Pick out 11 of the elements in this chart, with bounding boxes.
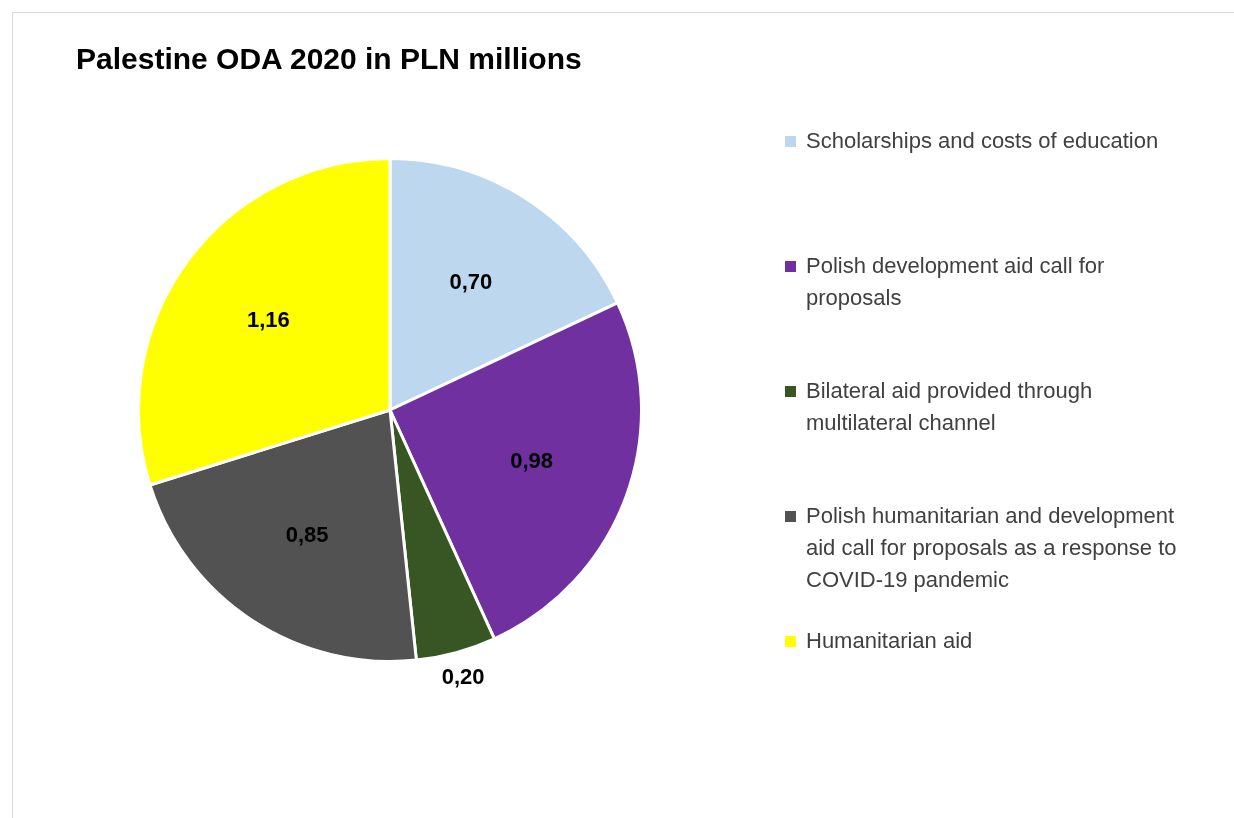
data-label: 1,16	[247, 306, 290, 332]
legend-label: Polish humanitarian and development aid call for proposals as a response to COVID-19 pandemic	[806, 502, 1178, 594]
chart-title: Palestine ODA 2020 in PLN millions	[76, 42, 582, 76]
legend-label: Polish development aid call for proposals	[806, 252, 1106, 312]
data-label: 0,98	[510, 447, 554, 473]
legend-label: Humanitarian aid	[806, 627, 973, 655]
legend-label: Scholarships and costs of education	[806, 127, 1159, 155]
legend-label: Bilateral aid provided through multilateral channel	[806, 377, 1094, 437]
data-label: 0,70	[449, 268, 493, 294]
data-label: 0,85	[285, 522, 329, 548]
data-label: 0,20	[441, 663, 485, 689]
